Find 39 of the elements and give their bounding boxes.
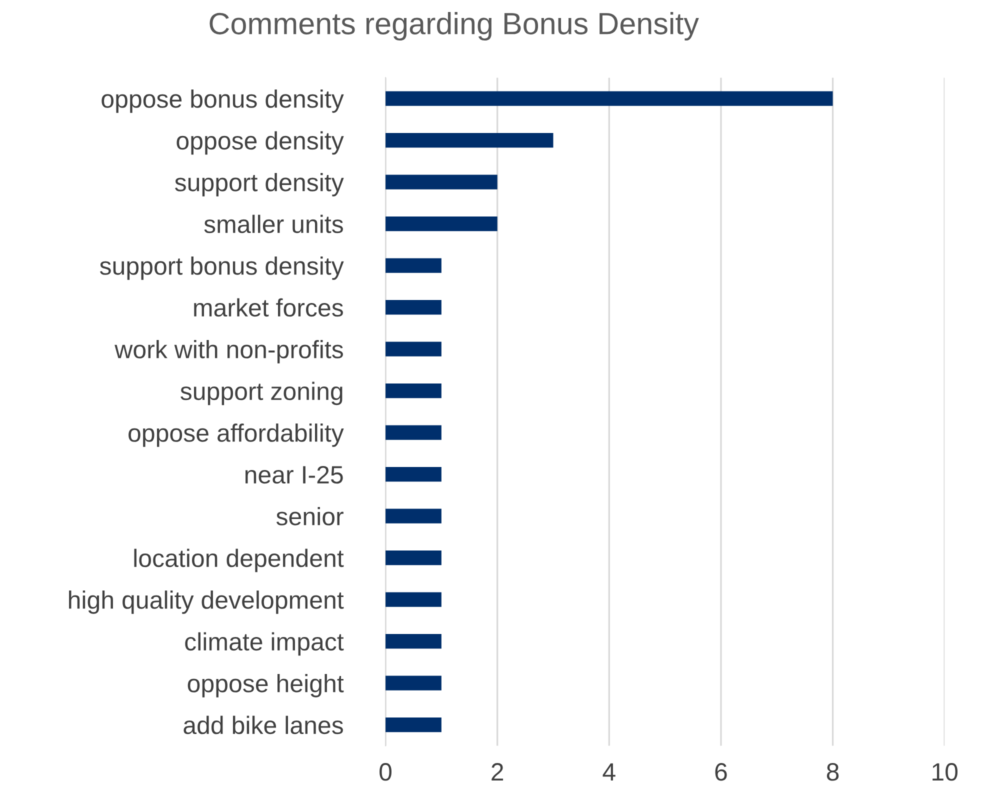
bar — [386, 91, 833, 106]
y-tick-label: support bonus density — [100, 256, 344, 280]
bar — [386, 467, 442, 482]
x-tick-label: 8 — [826, 763, 839, 781]
bar — [386, 634, 442, 649]
x-tick-label: 6 — [715, 763, 727, 781]
y-tick-label: oppose height — [188, 674, 344, 698]
y-tick-label: oppose bonus density — [102, 90, 344, 113]
bar — [386, 174, 498, 190]
x-tick-label: 2 — [492, 763, 504, 781]
y-tick-label: near I-25 — [245, 466, 343, 484]
y-tick-label: high quality development — [69, 590, 344, 614]
bar — [386, 258, 442, 273]
chart-title: Comments regarding Bonus Density — [210, 12, 699, 40]
bar — [386, 342, 442, 356]
y-tick-label: add bike lanes — [184, 716, 343, 734]
x-tick-label: 0 — [380, 763, 392, 781]
y-tick-label: location dependent — [134, 548, 344, 572]
y-tick-label: climate impact — [185, 632, 344, 656]
y-tick-label: work with non-profits — [114, 340, 343, 364]
y-tick-label: market forces — [194, 298, 343, 317]
bar — [386, 592, 442, 607]
y-tick-label: senior — [276, 507, 344, 526]
bar — [386, 216, 498, 232]
y-tick-label: smaller units — [204, 214, 343, 234]
x-tick-label: 10 — [932, 763, 958, 781]
y-tick-label: support zoning — [180, 382, 342, 406]
x-tick-label: 4 — [602, 763, 616, 781]
y-tick-label: oppose affordability — [128, 424, 344, 447]
bar — [386, 425, 442, 440]
bar — [386, 676, 442, 690]
bar — [386, 550, 442, 566]
bar — [386, 384, 442, 398]
bar — [386, 300, 442, 315]
y-tick-label: oppose density — [176, 131, 344, 155]
bar — [386, 133, 554, 148]
bar — [386, 508, 442, 524]
bar — [386, 718, 442, 732]
y-tick-label: support density — [175, 173, 344, 196]
